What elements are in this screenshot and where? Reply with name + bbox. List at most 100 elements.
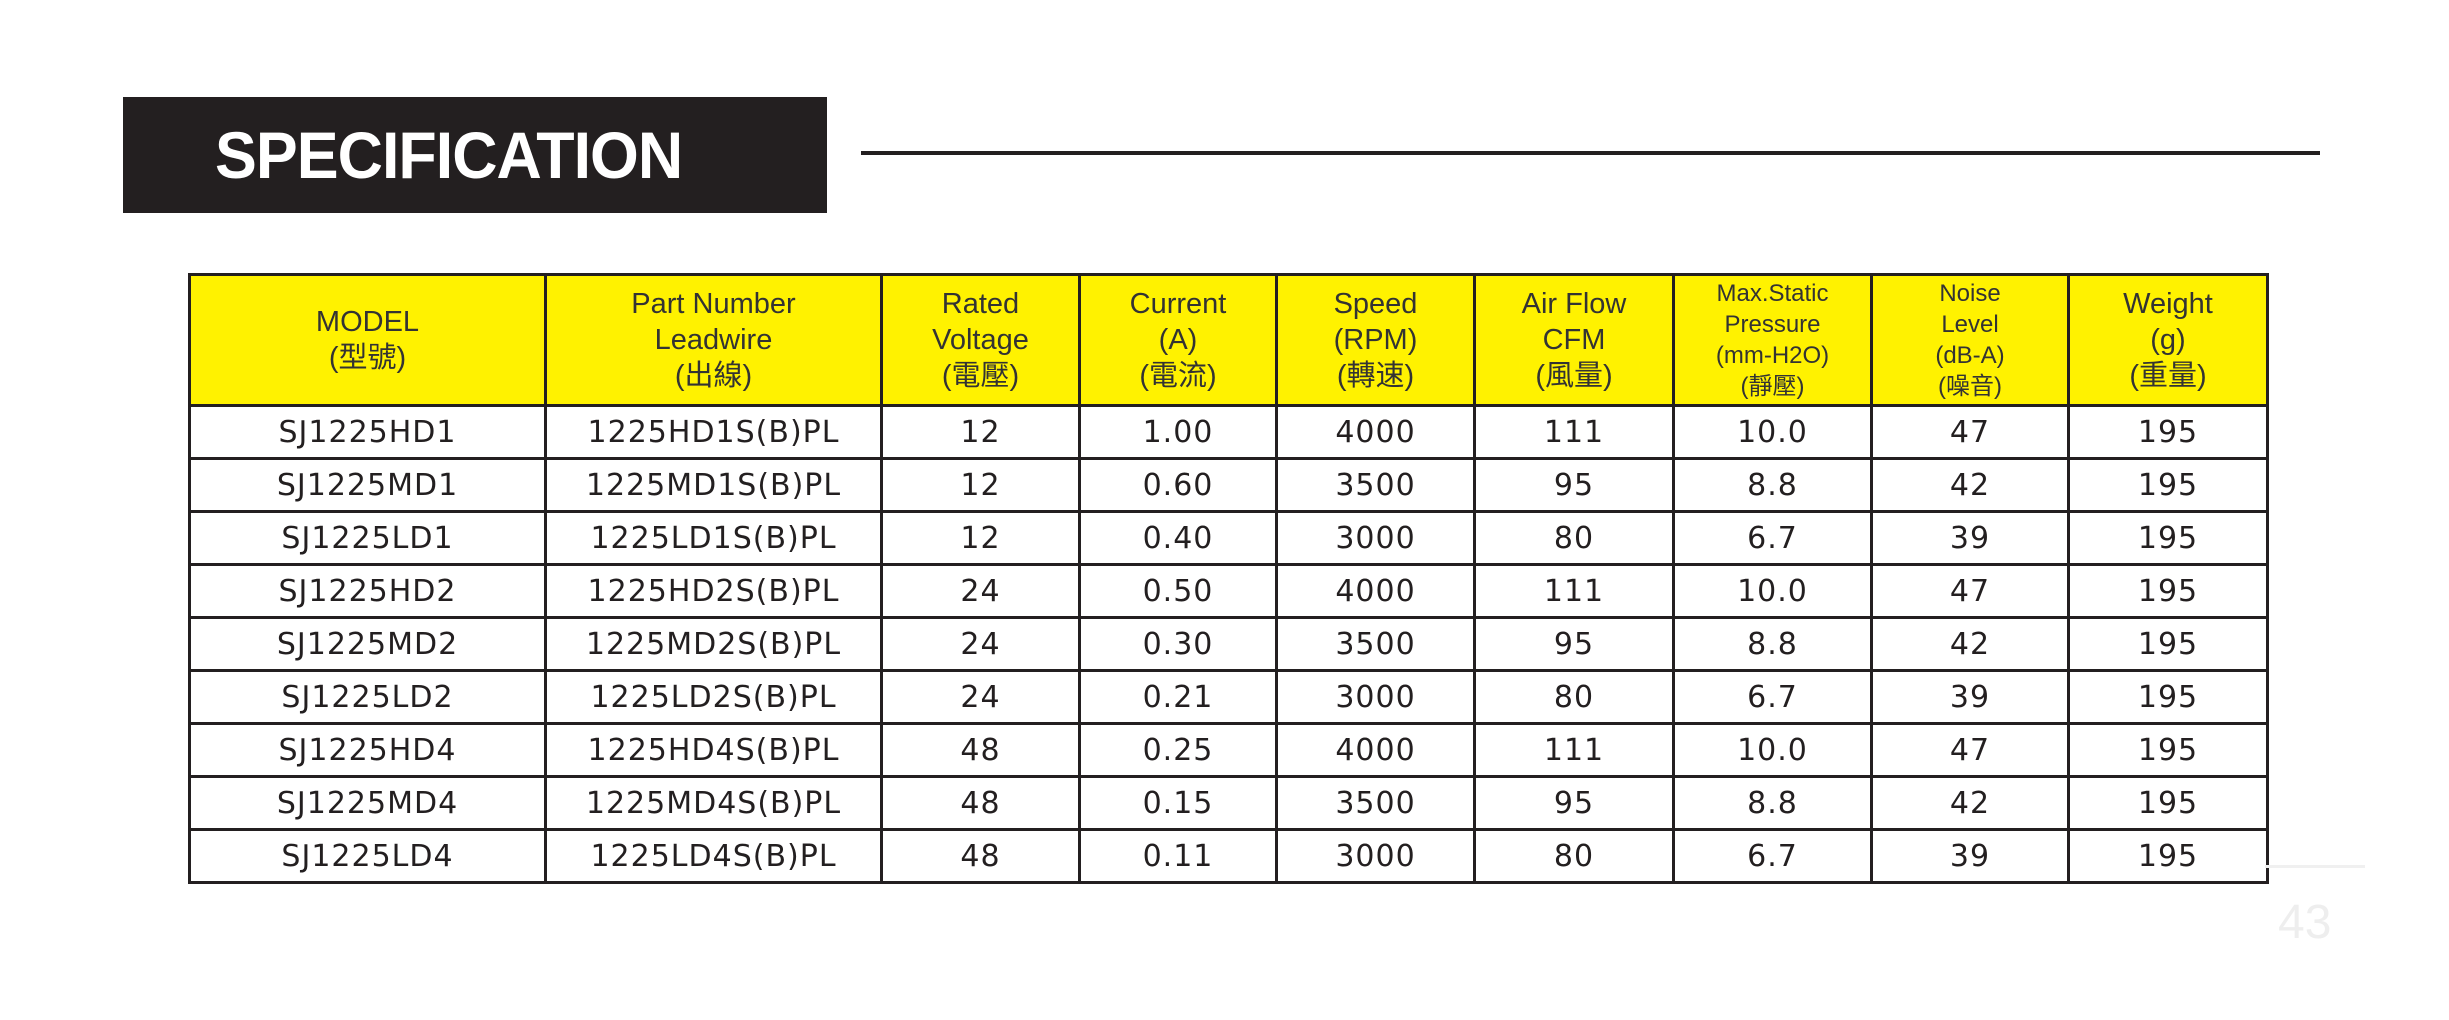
cell-air-flow: 95	[1473, 775, 1675, 831]
specification-table: MODEL (型號) Part Number Leadwire (出線) Rated Vol…	[188, 273, 2269, 884]
cell-model: SJ1225LD1	[188, 510, 547, 566]
header-line: Max.Static	[1716, 280, 1829, 307]
cell-static-pressure: 8.8	[1672, 457, 1873, 513]
cell-static-pressure: 8.8	[1672, 616, 1873, 672]
header-line: Part Number	[631, 288, 796, 320]
cell-speed: 3000	[1275, 828, 1476, 884]
header-line: CFM	[1542, 324, 1606, 356]
header-air-flow: Air Flow CFM (風量)	[1473, 273, 1675, 407]
table-row: SJ1225HD1 1225HD1S(B)PL 12 1.00 4000 111 10.0 4…	[188, 404, 2269, 460]
cell-rated-voltage: 12	[880, 510, 1081, 566]
cell-current: 0.15	[1078, 775, 1278, 831]
cell-weight: 195	[2067, 510, 2269, 566]
header-line: (靜壓)	[1740, 373, 1805, 400]
cell-air-flow: 111	[1473, 404, 1675, 460]
cell-current: 0.25	[1078, 722, 1278, 778]
header-line: Noise	[1939, 280, 2001, 307]
table-row: SJ1225MD4 1225MD4S(B)PL 48 0.15 3500 95 8.8 42 1…	[188, 775, 2269, 831]
cell-speed: 3500	[1275, 775, 1476, 831]
cell-static-pressure: 6.7	[1672, 828, 1873, 884]
cell-current: 0.11	[1078, 828, 1278, 884]
cell-rated-voltage: 24	[880, 616, 1081, 672]
cell-noise-level: 42	[1870, 775, 2070, 831]
cell-static-pressure: 10.0	[1672, 722, 1873, 778]
cell-rated-voltage: 12	[880, 457, 1081, 513]
cell-air-flow: 80	[1473, 510, 1675, 566]
cell-model: SJ1225HD4	[188, 722, 547, 778]
cell-air-flow: 95	[1473, 457, 1675, 513]
cell-weight: 195	[2067, 404, 2269, 460]
header-line: (型號)	[328, 342, 407, 374]
header-line: Weight	[2123, 288, 2213, 320]
cell-speed: 3000	[1275, 510, 1476, 566]
header-line: (電流)	[1139, 360, 1217, 392]
cell-current: 0.40	[1078, 510, 1278, 566]
table-row: SJ1225LD4 1225LD4S(B)PL 48 0.11 3000 80 6.7 39 1…	[188, 828, 2269, 884]
header-line: (dB-A)	[1935, 342, 2005, 369]
header-line: Air Flow	[1521, 288, 1627, 320]
cell-speed: 4000	[1275, 722, 1476, 778]
cell-part-number: 1225HD1S(B)PL	[544, 404, 883, 460]
cell-current: 0.50	[1078, 563, 1278, 619]
header-weight: Weight (g) (重量)	[2067, 273, 2269, 407]
cell-rated-voltage: 24	[880, 563, 1081, 619]
page-footer-line	[2265, 865, 2365, 868]
header-line: Leadwire	[654, 324, 773, 356]
cell-part-number: 1225MD2S(B)PL	[544, 616, 883, 672]
header-line: (重量)	[2129, 360, 2207, 392]
cell-speed: 3500	[1275, 616, 1476, 672]
cell-static-pressure: 6.7	[1672, 669, 1873, 725]
cell-air-flow: 80	[1473, 828, 1675, 884]
table-row: SJ1225LD1 1225LD1S(B)PL 12 0.40 3000 80 6.7 39 1…	[188, 510, 2269, 566]
cell-air-flow: 80	[1473, 669, 1675, 725]
header-line: (A)	[1158, 324, 1198, 356]
cell-model: SJ1225LD2	[188, 669, 547, 725]
cell-part-number: 1225HD4S(B)PL	[544, 722, 883, 778]
table-row: SJ1225HD4 1225HD4S(B)PL 48 0.25 4000 111 10.0 4…	[188, 722, 2269, 778]
cell-noise-level: 39	[1870, 510, 2070, 566]
cell-model: SJ1225MD2	[188, 616, 547, 672]
cell-weight: 195	[2067, 669, 2269, 725]
header-line: (風量)	[1535, 360, 1613, 392]
cell-speed: 4000	[1275, 404, 1476, 460]
header-line: Rated	[941, 288, 1020, 320]
cell-part-number: 1225LD2S(B)PL	[544, 669, 883, 725]
cell-current: 0.60	[1078, 457, 1278, 513]
cell-noise-level: 47	[1870, 404, 2070, 460]
header-noise-level: Noise Level (dB-A) (噪音)	[1870, 273, 2070, 407]
header-line: Current	[1129, 288, 1227, 320]
header-line: Pressure	[1724, 311, 1821, 338]
cell-part-number: 1225MD1S(B)PL	[544, 457, 883, 513]
cell-weight: 195	[2067, 722, 2269, 778]
cell-static-pressure: 10.0	[1672, 563, 1873, 619]
header-line: MODEL	[315, 306, 420, 338]
cell-noise-level: 42	[1870, 457, 2070, 513]
page-number: 43	[2278, 896, 2332, 949]
header-line: Level	[1941, 311, 1999, 338]
cell-weight: 195	[2067, 775, 2269, 831]
header-row: MODEL (型號) Part Number Leadwire (出線) Rated Vol…	[188, 273, 2269, 407]
cell-noise-level: 39	[1870, 669, 2070, 725]
cell-rated-voltage: 12	[880, 404, 1081, 460]
header-line: (mm-H2O)	[1715, 342, 1830, 369]
cell-part-number: 1225LD1S(B)PL	[544, 510, 883, 566]
header-line: (RPM)	[1333, 324, 1418, 356]
cell-noise-level: 47	[1870, 563, 2070, 619]
header-line: (噪音)	[1938, 373, 2002, 400]
header-rated-voltage: Rated Voltage (電壓)	[880, 273, 1081, 407]
cell-part-number: 1225LD4S(B)PL	[544, 828, 883, 884]
cell-weight: 195	[2067, 616, 2269, 672]
header-line: (g)	[2150, 324, 2186, 356]
cell-air-flow: 95	[1473, 616, 1675, 672]
cell-static-pressure: 8.8	[1672, 775, 1873, 831]
header-line: (出線)	[674, 360, 753, 392]
header-speed: Speed (RPM) (轉速)	[1275, 273, 1476, 407]
header-current: Current (A) (電流)	[1078, 273, 1278, 407]
cell-static-pressure: 10.0	[1672, 404, 1873, 460]
cell-noise-level: 47	[1870, 722, 2070, 778]
cell-weight: 195	[2067, 563, 2269, 619]
cell-model: SJ1225MD4	[188, 775, 547, 831]
cell-speed: 4000	[1275, 563, 1476, 619]
cell-model: SJ1225HD2	[188, 563, 547, 619]
cell-rated-voltage: 24	[880, 669, 1081, 725]
